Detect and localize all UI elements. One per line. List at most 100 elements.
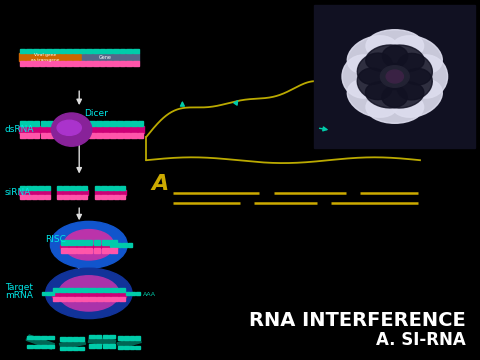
Bar <box>47 49 52 53</box>
Ellipse shape <box>365 81 408 108</box>
Ellipse shape <box>357 53 393 85</box>
Ellipse shape <box>391 79 442 117</box>
Bar <box>53 288 59 292</box>
Circle shape <box>381 66 409 87</box>
Bar <box>86 49 92 53</box>
Bar <box>117 121 123 126</box>
Ellipse shape <box>357 68 392 100</box>
Bar <box>124 121 130 126</box>
Bar <box>120 195 125 199</box>
Bar <box>53 297 59 301</box>
Bar <box>131 133 136 138</box>
Bar <box>27 345 33 348</box>
Bar <box>20 121 25 126</box>
Bar <box>38 195 44 199</box>
Bar <box>80 49 85 53</box>
Bar <box>111 288 118 292</box>
Ellipse shape <box>382 45 424 72</box>
Bar <box>131 121 136 126</box>
Bar <box>41 345 47 348</box>
Bar <box>100 61 105 66</box>
Bar <box>34 336 40 339</box>
Bar <box>19 53 82 61</box>
Bar <box>53 49 59 53</box>
Bar <box>95 190 126 195</box>
Bar <box>40 121 47 126</box>
Bar <box>57 186 62 190</box>
Bar <box>67 288 73 292</box>
Bar <box>69 248 76 253</box>
Bar <box>38 186 44 190</box>
Text: Target: Target <box>5 284 33 292</box>
Bar <box>66 49 72 53</box>
Bar <box>130 336 134 340</box>
Bar <box>126 292 130 295</box>
Bar <box>45 195 50 199</box>
Bar <box>89 344 95 348</box>
Bar <box>108 186 113 190</box>
Bar <box>107 61 112 66</box>
Bar <box>109 344 115 348</box>
Bar <box>77 240 84 245</box>
Bar <box>19 190 50 195</box>
Bar <box>73 337 78 341</box>
Bar <box>103 335 108 338</box>
Bar <box>73 49 79 53</box>
Bar <box>40 49 45 53</box>
Bar <box>101 186 107 190</box>
Bar <box>48 121 53 126</box>
Bar <box>86 61 92 66</box>
Bar <box>68 133 74 138</box>
Bar <box>48 133 53 138</box>
Bar <box>109 335 115 338</box>
Bar <box>82 288 88 292</box>
Bar <box>47 61 52 66</box>
Bar <box>119 288 125 292</box>
Ellipse shape <box>382 82 424 108</box>
Bar <box>117 133 123 138</box>
Bar <box>70 186 75 190</box>
Bar <box>97 288 103 292</box>
Bar <box>79 337 84 341</box>
Bar <box>94 248 100 253</box>
Bar <box>117 337 141 348</box>
Bar <box>20 195 25 199</box>
Bar <box>26 195 31 199</box>
Bar <box>60 248 68 253</box>
Bar <box>73 61 79 66</box>
Bar <box>60 245 118 248</box>
Bar <box>54 133 60 138</box>
Ellipse shape <box>46 268 132 319</box>
Bar <box>80 61 85 66</box>
Text: AAA: AAA <box>143 292 156 297</box>
Ellipse shape <box>391 36 442 74</box>
Bar <box>97 297 103 301</box>
Ellipse shape <box>59 276 119 311</box>
Bar <box>26 49 32 53</box>
Bar <box>26 61 32 66</box>
Bar <box>110 248 117 253</box>
Bar <box>93 49 99 53</box>
Bar <box>67 337 72 341</box>
Bar <box>60 339 85 349</box>
Bar <box>60 61 65 66</box>
Bar <box>79 347 84 350</box>
Text: Dicer: Dicer <box>84 109 108 118</box>
Bar <box>102 248 108 253</box>
Bar <box>20 49 25 53</box>
Bar <box>77 248 84 253</box>
Bar <box>85 240 92 245</box>
Bar <box>20 133 25 138</box>
Bar <box>138 121 144 126</box>
Bar <box>60 347 66 350</box>
Ellipse shape <box>64 230 114 260</box>
Bar <box>114 195 119 199</box>
Bar <box>103 121 109 126</box>
Bar <box>95 195 100 199</box>
Ellipse shape <box>50 221 127 268</box>
Bar <box>89 121 95 126</box>
Bar <box>101 195 107 199</box>
Bar <box>89 297 96 301</box>
Bar <box>128 243 132 247</box>
Bar <box>100 49 105 53</box>
